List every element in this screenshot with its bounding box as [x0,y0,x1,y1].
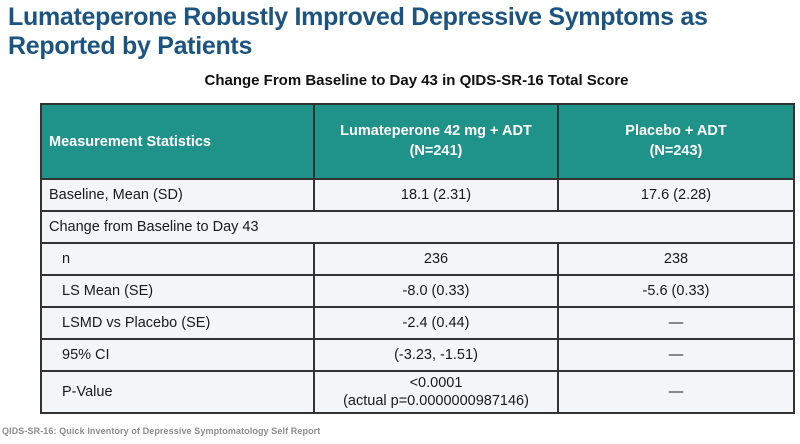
section-label-change-from-baseline: Change from Baseline to Day 43 [40,210,795,244]
header-lumateperone-arm: Lumateperone 42 mg + ADT (N=241) [313,103,559,180]
cell-95ci-lumateperone: (-3.23, -1.51) [313,338,559,372]
cell-pvalue-placebo: — [557,369,795,415]
results-table: Measurement Statistics Lumateperone 42 m… [40,103,795,415]
table-row-change-section: Change from Baseline to Day 43 [40,210,795,244]
header-placebo-arm: Placebo + ADT (N=243) [557,103,795,180]
cell-ls-mean-placebo: -5.6 (0.33) [557,274,795,308]
table-row-ls-mean: LS Mean (SE) -8.0 (0.33) -5.6 (0.33) [40,274,795,308]
table-body: Baseline, Mean (SD) 18.1 (2.31) 17.6 (2.… [40,178,795,415]
cell-n-lumateperone: 236 [313,242,559,276]
table-row-n: n 236 238 [40,242,795,276]
row-label-baseline: Baseline, Mean (SD) [40,178,315,212]
footnote-qids-definition: QIDS-SR-16: Quick Inventory of Depressiv… [2,426,321,436]
table-row-baseline: Baseline, Mean (SD) 18.1 (2.31) 17.6 (2.… [40,178,795,212]
cell-95ci-placebo: — [557,338,795,372]
row-label-n: n [40,242,315,276]
row-label-pvalue: P-Value [40,369,315,415]
cell-lsmd-placebo: — [557,306,795,340]
row-label-ls-mean: LS Mean (SE) [40,274,315,308]
header-measurement-statistics: Measurement Statistics [40,103,315,180]
row-label-lsmd: LSMD vs Placebo (SE) [40,306,315,340]
table-row-pvalue: P-Value <0.0001 (actual p=0.000000098714… [40,369,795,415]
header-row: Measurement Statistics Lumateperone 42 m… [40,103,795,180]
table-row-95ci: 95% CI (-3.23, -1.51) — [40,338,795,372]
table-header: Measurement Statistics Lumateperone 42 m… [40,103,795,180]
row-label-95ci: 95% CI [40,338,315,372]
cell-lsmd-lumateperone: -2.4 (0.44) [313,306,559,340]
cell-baseline-lumateperone: 18.1 (2.31) [313,178,559,212]
page-title: Lumateperone Robustly Improved Depressiv… [8,3,708,60]
cell-pvalue-lumateperone: <0.0001 (actual p=0.0000000987146) [313,369,559,415]
cell-ls-mean-lumateperone: -8.0 (0.33) [313,274,559,308]
table-row-lsmd: LSMD vs Placebo (SE) -2.4 (0.44) — [40,306,795,340]
cell-baseline-placebo: 17.6 (2.28) [557,178,795,212]
cell-n-placebo: 238 [557,242,795,276]
table-title: Change From Baseline to Day 43 in QIDS-S… [204,72,629,89]
